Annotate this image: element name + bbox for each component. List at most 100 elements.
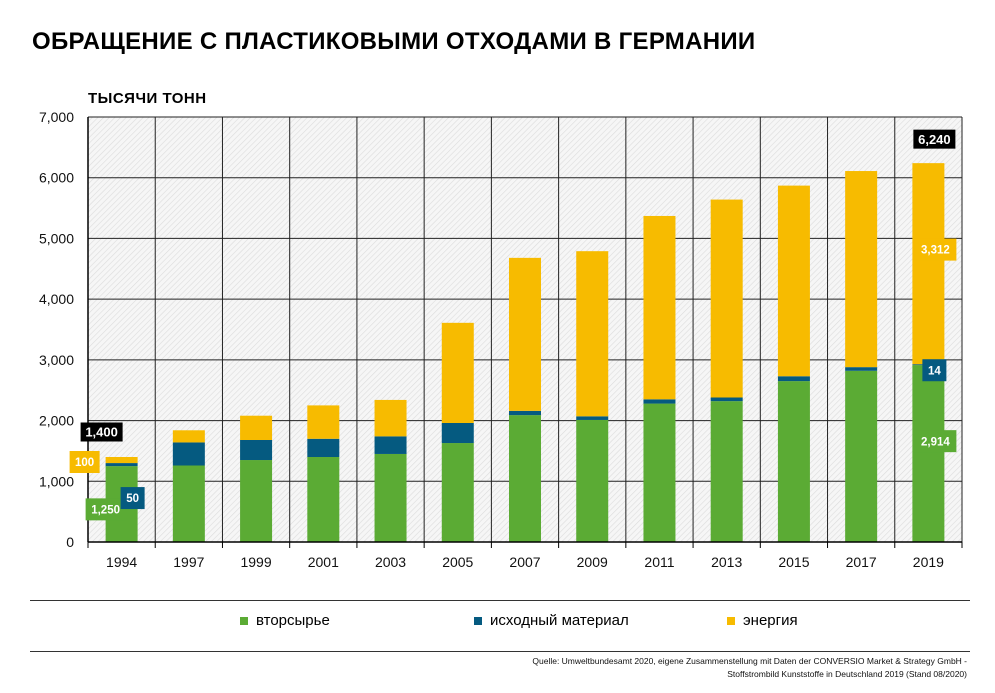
y-tick-label: 0: [66, 534, 74, 550]
bar-2003-0: [374, 453, 407, 542]
bar-2013-2: [710, 199, 743, 398]
x-tick-label: 2001: [308, 554, 339, 570]
bar-2017-1: [845, 367, 878, 371]
y-tick-label: 3,000: [39, 352, 74, 368]
data-label-1994-0-text: 1,250: [91, 505, 120, 517]
x-tick-label: 2017: [846, 554, 877, 570]
data-label-1994-2-box: [69, 451, 100, 473]
legend-item-energy: энергия: [727, 612, 798, 629]
bar-2005-1: [441, 423, 474, 444]
bar-2007-0: [509, 415, 541, 542]
data-label-1994-1: 50: [120, 487, 145, 510]
bar-2011-2: [643, 215, 676, 400]
legend-bottom-rule: [30, 651, 970, 652]
source-line-1: Quelle: Umweltbundesamt 2020, eigene Zus…: [532, 656, 967, 666]
data-label-2019-5-box: [922, 359, 947, 382]
bar-2011-0: [643, 403, 676, 542]
stacked-bar-chart: 0 1,000 2,000 3,000 4,000 5,000 6,000 7,000 199…: [39, 90, 963, 570]
source-line-2: Stoffstrombild Kunststoffe in Deutschlan…: [727, 669, 967, 679]
bar-2001-2: [307, 405, 340, 439]
bar-2013-1: [710, 397, 743, 402]
data-label-1994-2-text: 100: [75, 457, 94, 469]
x-tick-label: 1999: [240, 554, 271, 570]
bar-2013-0: [710, 401, 743, 542]
legend-swatch-energy: [727, 616, 735, 625]
data-label-2019-7-box: [913, 129, 956, 149]
page-title: ОБРАЩЕНИЕ С ПЛАСТИКОВЫМИ ОТХОДАМИ В ГЕРМ…: [32, 28, 756, 55]
data-label-2019-5-text: 14: [928, 365, 941, 377]
legend-item-feedstock: исходный материал: [474, 612, 629, 629]
bar-2005-2: [441, 322, 474, 423]
data-label-2019-4-box: [914, 430, 957, 453]
data-label-1994-0-box: [85, 498, 126, 521]
data-label-2019-4: 2,914: [914, 430, 957, 453]
x-tick-label: 2007: [509, 554, 540, 570]
bar-2007-1: [509, 410, 541, 416]
bar-2009-2: [576, 251, 609, 417]
data-labels: 1,250 50 100 1,400 2,914 14 3,312 6,240: [69, 129, 957, 521]
data-label-2019-6-text: 3,312: [921, 245, 950, 257]
bar-2015-1: [777, 376, 810, 382]
legend-item-recycling: вторсырье: [240, 612, 330, 629]
legend: вторсырье исходный материал энергия: [0, 612, 995, 632]
y-tick-label: 5,000: [39, 230, 74, 246]
bar-1997-0: [172, 465, 205, 542]
bar-1997-2: [172, 430, 205, 443]
bars: [105, 163, 945, 542]
bar-2015-2: [777, 185, 810, 377]
bar-1994-2: [105, 457, 138, 464]
bar-2003-2: [374, 399, 407, 437]
data-label-1994-2: 100: [69, 451, 100, 473]
legend-swatch-recycling: [240, 616, 248, 625]
y-tick-labels: 0 1,000 2,000 3,000 4,000 5,000 6,000 7,000: [39, 109, 74, 550]
bar-1994-1: [105, 463, 138, 467]
source-note: Quelle: Umweltbundesamt 2020, eigene Zus…: [532, 655, 967, 681]
legend-top-rule: [30, 600, 970, 601]
bar-2001-1: [307, 438, 340, 457]
data-label-1994-3: 1,400: [80, 422, 123, 442]
y-tick-label: 4,000: [39, 291, 74, 307]
data-label-2019-4-text: 2,914: [921, 436, 950, 448]
data-label-2019-5: 14: [922, 359, 947, 382]
bar-1999-0: [240, 460, 273, 542]
y-tick-label: 7,000: [39, 109, 74, 125]
legend-swatch-feedstock: [474, 616, 482, 625]
grid: [88, 116, 963, 542]
legend-label-recycling: вторсырье: [256, 612, 330, 629]
x-tick-label: 1994: [106, 554, 137, 570]
bar-2017-2: [845, 171, 878, 368]
bar-2007-2: [509, 257, 541, 411]
x-tick-label: 2015: [778, 554, 809, 570]
data-label-2019-7-text: 6,240: [918, 132, 951, 147]
legend-label-energy: энергия: [743, 612, 798, 629]
x-tick-label: 2005: [442, 554, 473, 570]
legend-label-feedstock: исходный материал: [490, 612, 629, 629]
x-tick-label: 2019: [913, 554, 944, 570]
data-label-2019-6-box: [914, 238, 957, 261]
x-tick-label: 2009: [577, 554, 608, 570]
x-tick-labels: 1994 1997 1999 2001 2003 2005 2007 2009 2011 2013…: [106, 554, 944, 570]
bar-2001-0: [307, 457, 340, 542]
bar-1997-1: [172, 442, 205, 466]
x-tick-label: 2013: [711, 554, 742, 570]
y-tick-label: 2,000: [39, 413, 74, 429]
data-label-1994-1-box: [120, 487, 145, 510]
data-label-1994-0: 1,250: [85, 498, 126, 521]
x-tick-label: 2003: [375, 554, 406, 570]
bar-1999-1: [240, 440, 273, 461]
data-label-2019-6: 3,312: [914, 238, 957, 261]
bar-2019-0: [912, 365, 945, 542]
bar-2011-1: [643, 399, 676, 404]
bar-1999-2: [240, 415, 273, 440]
y-tick-label: 6,000: [39, 170, 74, 186]
y-axis-label: ТЫСЯЧИ ТОНН: [88, 90, 207, 107]
bar-2017-0: [845, 370, 878, 542]
data-label-1994-1-text: 50: [126, 493, 139, 505]
bar-2015-0: [777, 381, 810, 542]
data-label-1994-3-text: 1,400: [85, 425, 118, 440]
x-tick-label: 1997: [173, 554, 204, 570]
data-label-2019-7: 6,240: [913, 129, 956, 149]
bar-2019-2: [912, 163, 945, 365]
bar-2009-0: [576, 419, 609, 542]
bar-2009-1: [576, 416, 609, 420]
